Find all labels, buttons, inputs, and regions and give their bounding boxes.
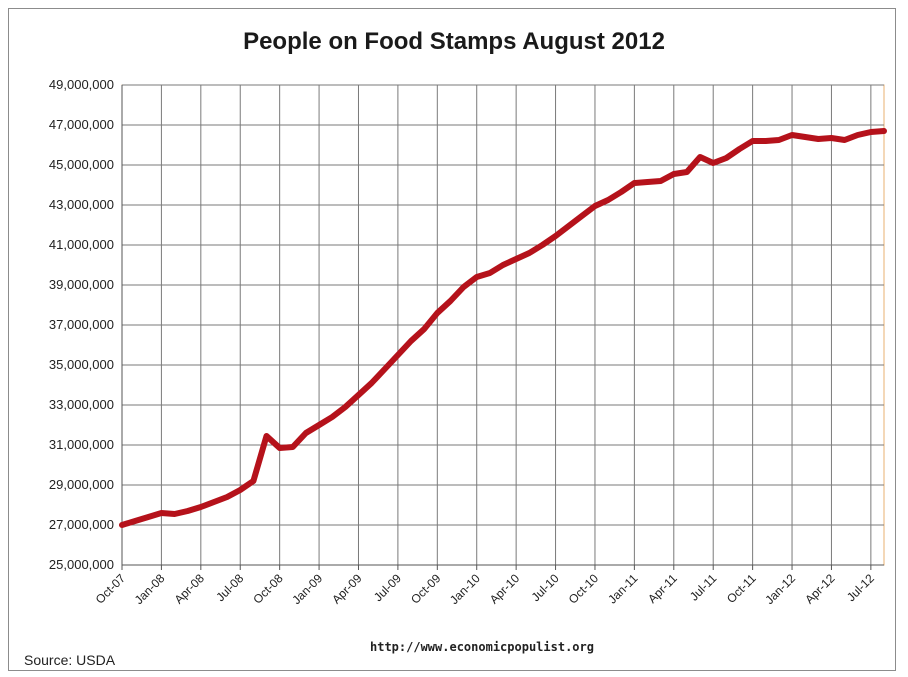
y-tick-label: 29,000,000 xyxy=(49,477,114,492)
data-point xyxy=(251,479,255,483)
data-point xyxy=(409,339,413,343)
x-tick-label: Oct-10 xyxy=(566,571,602,607)
data-point xyxy=(646,180,650,184)
data-point xyxy=(606,198,610,202)
data-point xyxy=(186,509,190,513)
x-tick-label: Jan-12 xyxy=(762,571,798,607)
data-point xyxy=(199,505,203,509)
y-tick-label: 37,000,000 xyxy=(49,317,114,332)
data-point xyxy=(304,431,308,435)
data-point xyxy=(685,170,689,174)
data-point xyxy=(343,405,347,409)
data-point xyxy=(698,155,702,159)
data-point xyxy=(120,523,124,527)
y-tick-label: 45,000,000 xyxy=(49,157,114,172)
data-point xyxy=(265,434,269,438)
data-point xyxy=(133,519,137,523)
x-tick-label: Jan-08 xyxy=(132,571,168,607)
data-point xyxy=(330,415,334,419)
data-point xyxy=(475,275,479,279)
data-point xyxy=(567,224,571,228)
data-point xyxy=(593,204,597,208)
data-point xyxy=(803,135,807,139)
x-tick-label: Jan-11 xyxy=(605,571,640,606)
data-point xyxy=(882,129,886,133)
data-point xyxy=(212,500,216,504)
y-tick-label: 33,000,000 xyxy=(49,397,114,412)
x-tick-label: Jan-09 xyxy=(289,571,325,607)
data-point xyxy=(514,257,518,261)
y-tick-label: 25,000,000 xyxy=(49,557,114,572)
data-point xyxy=(724,156,728,160)
data-point xyxy=(554,234,558,238)
data-point xyxy=(173,512,177,516)
data-point xyxy=(396,353,400,357)
data-point xyxy=(462,285,466,289)
data-point xyxy=(146,515,150,519)
data-point xyxy=(527,251,531,255)
data-point xyxy=(659,179,663,183)
data-point xyxy=(816,137,820,141)
y-tick-label: 43,000,000 xyxy=(49,197,114,212)
data-point xyxy=(632,181,636,185)
data-point xyxy=(501,263,505,267)
data-point xyxy=(619,190,623,194)
data-point xyxy=(737,147,741,151)
data-point xyxy=(278,446,282,450)
x-tick-label: Jul-10 xyxy=(529,571,562,604)
data-point xyxy=(488,271,492,275)
data-point xyxy=(238,488,242,492)
data-point xyxy=(711,161,715,165)
data-point xyxy=(672,172,676,176)
data-point xyxy=(370,381,374,385)
data-point xyxy=(751,139,755,143)
data-point xyxy=(790,133,794,137)
data-point xyxy=(777,138,781,142)
x-tick-label: Oct-07 xyxy=(93,571,129,607)
x-tick-label: Oct-09 xyxy=(408,571,444,607)
data-point xyxy=(435,311,439,315)
y-tick-label: 31,000,000 xyxy=(49,437,114,452)
y-tick-label: 47,000,000 xyxy=(49,117,114,132)
data-point xyxy=(829,136,833,140)
x-tick-label: Apr-08 xyxy=(172,571,208,607)
y-tick-label: 39,000,000 xyxy=(49,277,114,292)
x-tick-label: Jan-10 xyxy=(447,571,483,607)
y-tick-label: 49,000,000 xyxy=(49,77,114,92)
x-tick-label: Jul-12 xyxy=(844,571,877,604)
x-tick-label: Oct-08 xyxy=(250,571,286,607)
source-label: Source: USDA xyxy=(24,652,116,668)
x-tick-label: Apr-09 xyxy=(329,571,365,607)
y-tick-label: 27,000,000 xyxy=(49,517,114,532)
data-point xyxy=(356,393,360,397)
x-tick-label: Apr-11 xyxy=(645,571,680,606)
x-tick-label: Jul-08 xyxy=(213,571,246,604)
data-point xyxy=(540,243,544,247)
data-point xyxy=(225,495,229,499)
data-point xyxy=(422,327,426,331)
data-point xyxy=(383,367,387,371)
x-tick-label: Oct-11 xyxy=(724,571,759,606)
y-tick-label: 41,000,000 xyxy=(49,237,114,252)
data-point xyxy=(317,423,321,427)
x-tick-label: Apr-10 xyxy=(487,571,523,607)
data-point xyxy=(448,299,452,303)
website-url: http://www.economicpopulist.org xyxy=(370,640,594,654)
data-point xyxy=(869,130,873,134)
data-point xyxy=(856,133,860,137)
data-point xyxy=(843,138,847,142)
x-tick-label: Jul-09 xyxy=(371,571,404,604)
data-point xyxy=(580,214,584,218)
data-point xyxy=(159,511,163,515)
y-tick-label: 35,000,000 xyxy=(49,357,114,372)
data-point xyxy=(764,139,768,143)
chart-title: People on Food Stamps August 2012 xyxy=(243,28,665,55)
x-tick-label: Jul-11 xyxy=(687,571,720,604)
x-tick-label: Apr-12 xyxy=(802,571,838,607)
data-point xyxy=(291,445,295,449)
